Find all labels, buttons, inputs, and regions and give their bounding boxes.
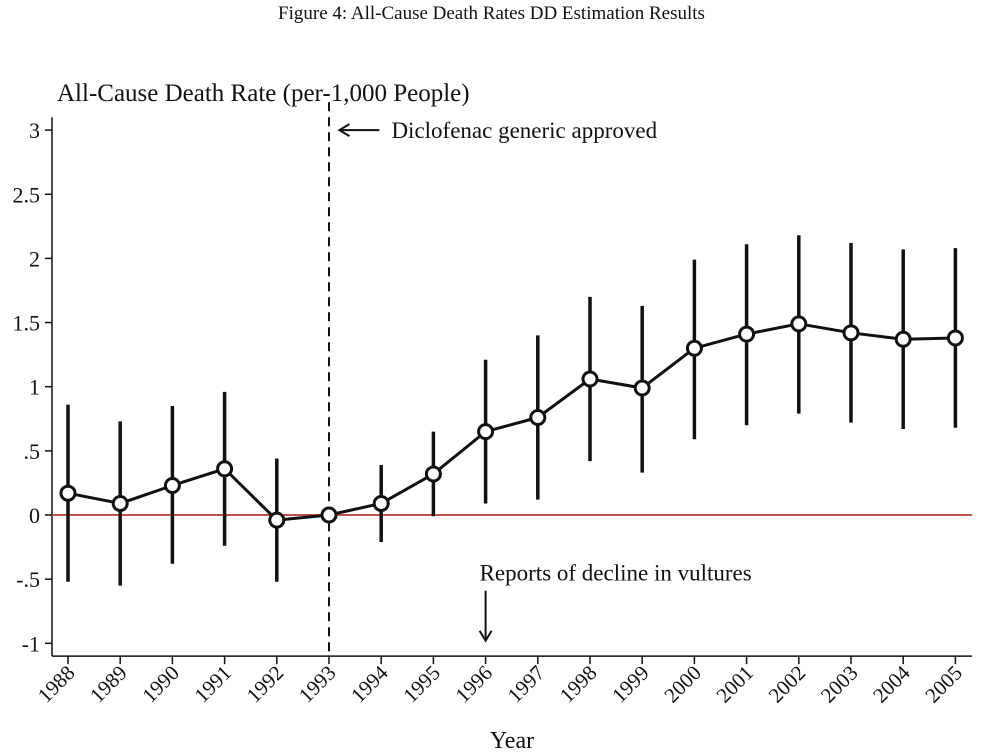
data-point [738, 325, 756, 343]
x-tick-label: 1997 [503, 661, 550, 708]
data-point [59, 484, 77, 502]
data-point [529, 408, 547, 426]
data-point [633, 379, 651, 397]
x-tick-label: 1998 [555, 661, 602, 708]
axes: All-Cause Death Rate (per-1,000 People) -… [13, 80, 972, 754]
x-tick-label: 2000 [659, 661, 706, 708]
x-tick-label: 1990 [137, 661, 184, 708]
data-point [685, 339, 703, 357]
data-point [216, 460, 234, 478]
x-tick-label: 2001 [711, 661, 758, 708]
series-line [67, 322, 956, 522]
data-point [111, 494, 129, 512]
y-tick-label: .5 [24, 439, 41, 464]
data-point [424, 465, 442, 483]
x-tick-label: 1994 [346, 660, 393, 707]
data-point [320, 506, 338, 524]
data-point [946, 329, 964, 347]
y-tick-label: 0 [29, 503, 40, 528]
y-tick-label: 1.5 [13, 311, 41, 336]
chart-title: All-Cause Death Rate (per-1,000 People) [57, 80, 470, 107]
x-tick-label: 1988 [33, 661, 80, 708]
x-tick-label: 1989 [85, 661, 132, 708]
x-tick-label: 2003 [816, 661, 863, 708]
x-tick-label: 1999 [607, 661, 654, 708]
left-arrow-head [337, 123, 350, 137]
y-tick-label: 3 [29, 118, 40, 143]
y-tick-label: 2 [29, 246, 40, 271]
y-tick-label: -1 [22, 631, 40, 656]
data-point [790, 315, 808, 333]
x-tick-label: 1993 [294, 661, 341, 708]
chart-marks [52, 102, 972, 657]
data-point [581, 370, 599, 388]
down-arrow-head [478, 630, 493, 643]
x-tick-label: 2005 [920, 661, 967, 708]
x-tick-label: 1992 [242, 661, 289, 708]
data-point [372, 494, 390, 512]
x-tick-label: 2002 [764, 661, 811, 708]
x-tick-label: 1995 [398, 661, 445, 708]
data-point [268, 511, 286, 529]
figure-title: Figure 4: All-Cause Death Rates DD Estim… [278, 3, 705, 24]
y-tick-label: -.5 [16, 567, 40, 592]
annotations: Diclofenac generic approved Reports of de… [337, 118, 752, 643]
annotation-vulture-decline: Reports of decline in vultures [480, 561, 752, 586]
x-tick-label: 1991 [189, 661, 236, 708]
data-point [477, 423, 495, 441]
data-point [842, 324, 860, 342]
y-tick-label: 2.5 [13, 182, 41, 207]
data-point [163, 476, 181, 494]
y-tick-label: 1 [29, 375, 40, 400]
data-point [894, 330, 912, 348]
x-tick-label: 2004 [868, 660, 915, 707]
x-axis-label: Year [490, 728, 534, 754]
annotation-generic-approved: Diclofenac generic approved [391, 118, 657, 143]
x-tick-label: 1996 [450, 661, 497, 708]
